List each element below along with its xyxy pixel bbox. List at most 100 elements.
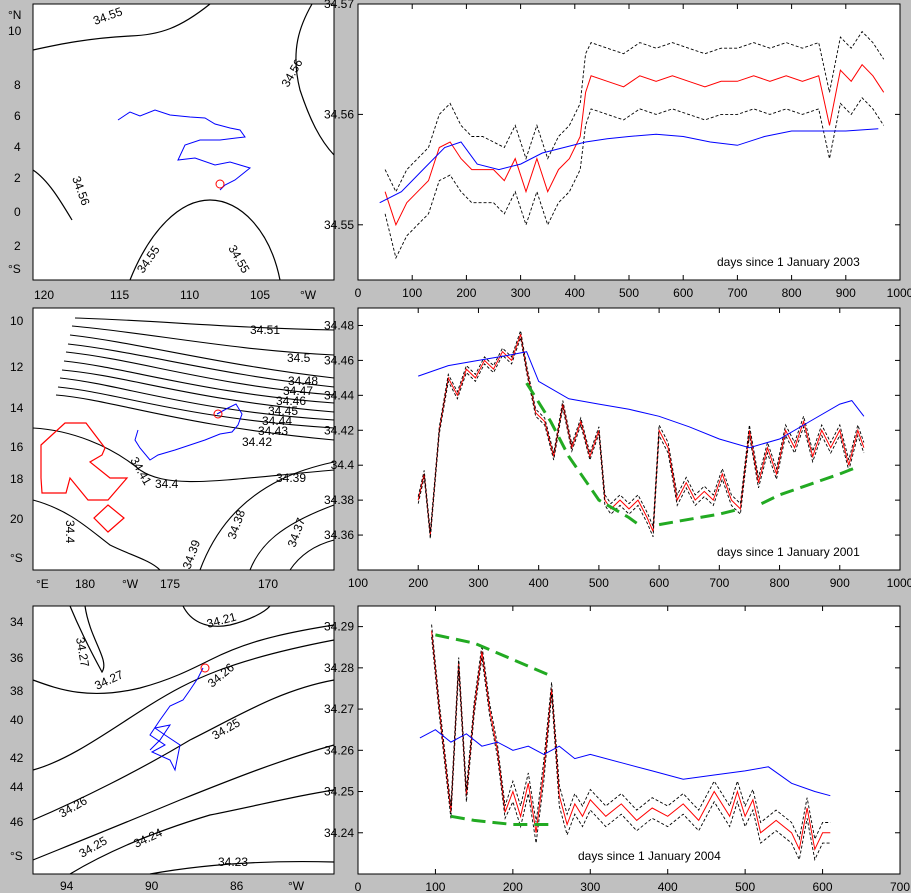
x-tick-label: 300 — [468, 576, 488, 590]
series-line — [431, 630, 831, 851]
contour-label: 34.48 — [288, 374, 318, 388]
contour-label: 34.5 — [287, 351, 311, 365]
y-tick-label: 34.57 — [324, 0, 354, 11]
svg-text:42: 42 — [10, 751, 24, 765]
svg-text:115: 115 — [110, 288, 129, 302]
x-tick-label: 800 — [782, 286, 802, 300]
x-tick-label: 100 — [348, 576, 368, 590]
contour-label: 34.43 — [258, 424, 288, 438]
contour-label: 34.23 — [218, 855, 248, 869]
float-track — [117, 109, 252, 191]
x-tick-label: 900 — [830, 576, 850, 590]
chart-annotation: days since 1 January 2001 — [717, 545, 860, 559]
contour-label: 34.42 — [242, 435, 272, 449]
plot-area — [357, 3, 901, 281]
svg-text:°E: °E — [36, 577, 49, 591]
island-outline — [93, 504, 125, 533]
series-line — [379, 128, 879, 204]
contour-label: 34.27 — [73, 636, 92, 668]
series-line — [431, 636, 831, 862]
x-tick-label: 200 — [456, 286, 476, 300]
y-tick-label: 34.46 — [324, 353, 354, 367]
svg-text:°S: °S — [10, 551, 23, 565]
y-tick-label: 34.28 — [324, 661, 354, 675]
x-tick-label: 700 — [890, 880, 910, 893]
float-marker — [200, 663, 210, 673]
y-tick-label: 34.24 — [324, 826, 354, 840]
svg-text:12: 12 — [10, 360, 24, 374]
svg-text:38: 38 — [10, 684, 24, 698]
svg-text:°S: °S — [10, 849, 23, 863]
contour-label: 34.39 — [276, 471, 306, 485]
series-line — [658, 507, 741, 527]
svg-text:175: 175 — [160, 577, 180, 591]
contour-label: 34.45 — [268, 404, 298, 418]
x-tick-label: 0 — [355, 880, 362, 893]
svg-text:0: 0 — [14, 205, 21, 219]
x-tick-label: 1000 — [887, 576, 911, 590]
x-tick-label: 600 — [673, 286, 693, 300]
series-line — [384, 30, 885, 193]
svg-text:4: 4 — [14, 140, 21, 154]
svg-text:90: 90 — [145, 879, 159, 893]
svg-text:110: 110 — [180, 288, 199, 302]
x-tick-label: 800 — [770, 576, 790, 590]
x-tick-label: 100 — [402, 286, 422, 300]
x-tick-label: 300 — [511, 286, 531, 300]
x-tick-label: 500 — [589, 576, 609, 590]
y-tick-label: 34.26 — [324, 743, 354, 757]
y-tick-label: 34.27 — [324, 702, 354, 716]
svg-text:°W: °W — [122, 577, 139, 591]
line-chart-top: 0 100 200 300 400 500 600 700 800 900 1000 34.55 34.… — [324, 0, 911, 300]
y-tick-labels: °N 10 8 6 4 2 0 2 °S — [8, 8, 22, 276]
contour-label: 34.47 — [283, 384, 313, 398]
series-line — [525, 382, 642, 528]
series-line — [419, 729, 831, 797]
x-tick-label: 600 — [649, 576, 669, 590]
x-tick-label: 300 — [580, 880, 600, 893]
series-line — [384, 63, 885, 227]
svg-text:120: 120 — [34, 288, 54, 302]
contour-label: 34.4 — [155, 477, 179, 491]
float-marker — [213, 409, 223, 419]
svg-text:94: 94 — [60, 879, 74, 893]
x-tick-label: 600 — [813, 880, 833, 893]
svg-text:8: 8 — [14, 78, 21, 92]
contour-lines — [32, 3, 335, 281]
x-tick-label: 400 — [658, 880, 678, 893]
series-line — [417, 330, 865, 532]
svg-text:44: 44 — [10, 780, 24, 794]
x-tick-label: 1000 — [887, 286, 911, 300]
y-tick-label: 34.25 — [324, 785, 354, 799]
series-line — [417, 334, 865, 536]
svg-text:46: 46 — [10, 815, 24, 829]
contour-label: 34.4 — [63, 520, 77, 544]
map-panel-middle: 34.51 34.5 34.48 34.47 34.46 34.45 34.44… — [10, 307, 335, 591]
svg-text:180: 180 — [75, 577, 95, 591]
contour-label: 34.44 — [262, 414, 292, 428]
svg-text:14: 14 — [10, 401, 24, 415]
y-tick-label: 34.36 — [324, 528, 354, 542]
y-tick-label: 34.48 — [324, 318, 354, 332]
y-tick-label: 34.56 — [324, 107, 354, 121]
svg-text:16: 16 — [10, 440, 24, 454]
map-panel-bottom: 34.27 34.21 34.27 34.26 34.25 34.26 34.2… — [10, 605, 335, 893]
series-line — [760, 465, 859, 505]
series-line — [384, 97, 885, 260]
x-tick-labels: 120 115 110 105 °W — [34, 288, 317, 302]
svg-text:2: 2 — [14, 171, 21, 185]
x-tick-label: 200 — [503, 880, 523, 893]
series-line — [450, 814, 552, 826]
svg-text:36: 36 — [10, 651, 24, 665]
chart-annotation: days since 1 January 2004 — [578, 849, 721, 863]
svg-text:°S: °S — [8, 262, 21, 276]
y-tick-labels: 34 36 38 40 42 44 46 °S — [10, 615, 24, 863]
svg-text:°W: °W — [300, 288, 317, 302]
y-tick-label: 34.4 — [331, 458, 355, 472]
x-tick-label: 400 — [565, 286, 585, 300]
x-tick-label: 100 — [425, 880, 445, 893]
map-panel-top: 34.55 34.56 34.56 34.55 34.55 °N 10 8 6 … — [8, 3, 335, 302]
float-track — [149, 667, 204, 772]
y-tick-label: 34.42 — [324, 423, 354, 437]
x-tick-label: 700 — [709, 576, 729, 590]
